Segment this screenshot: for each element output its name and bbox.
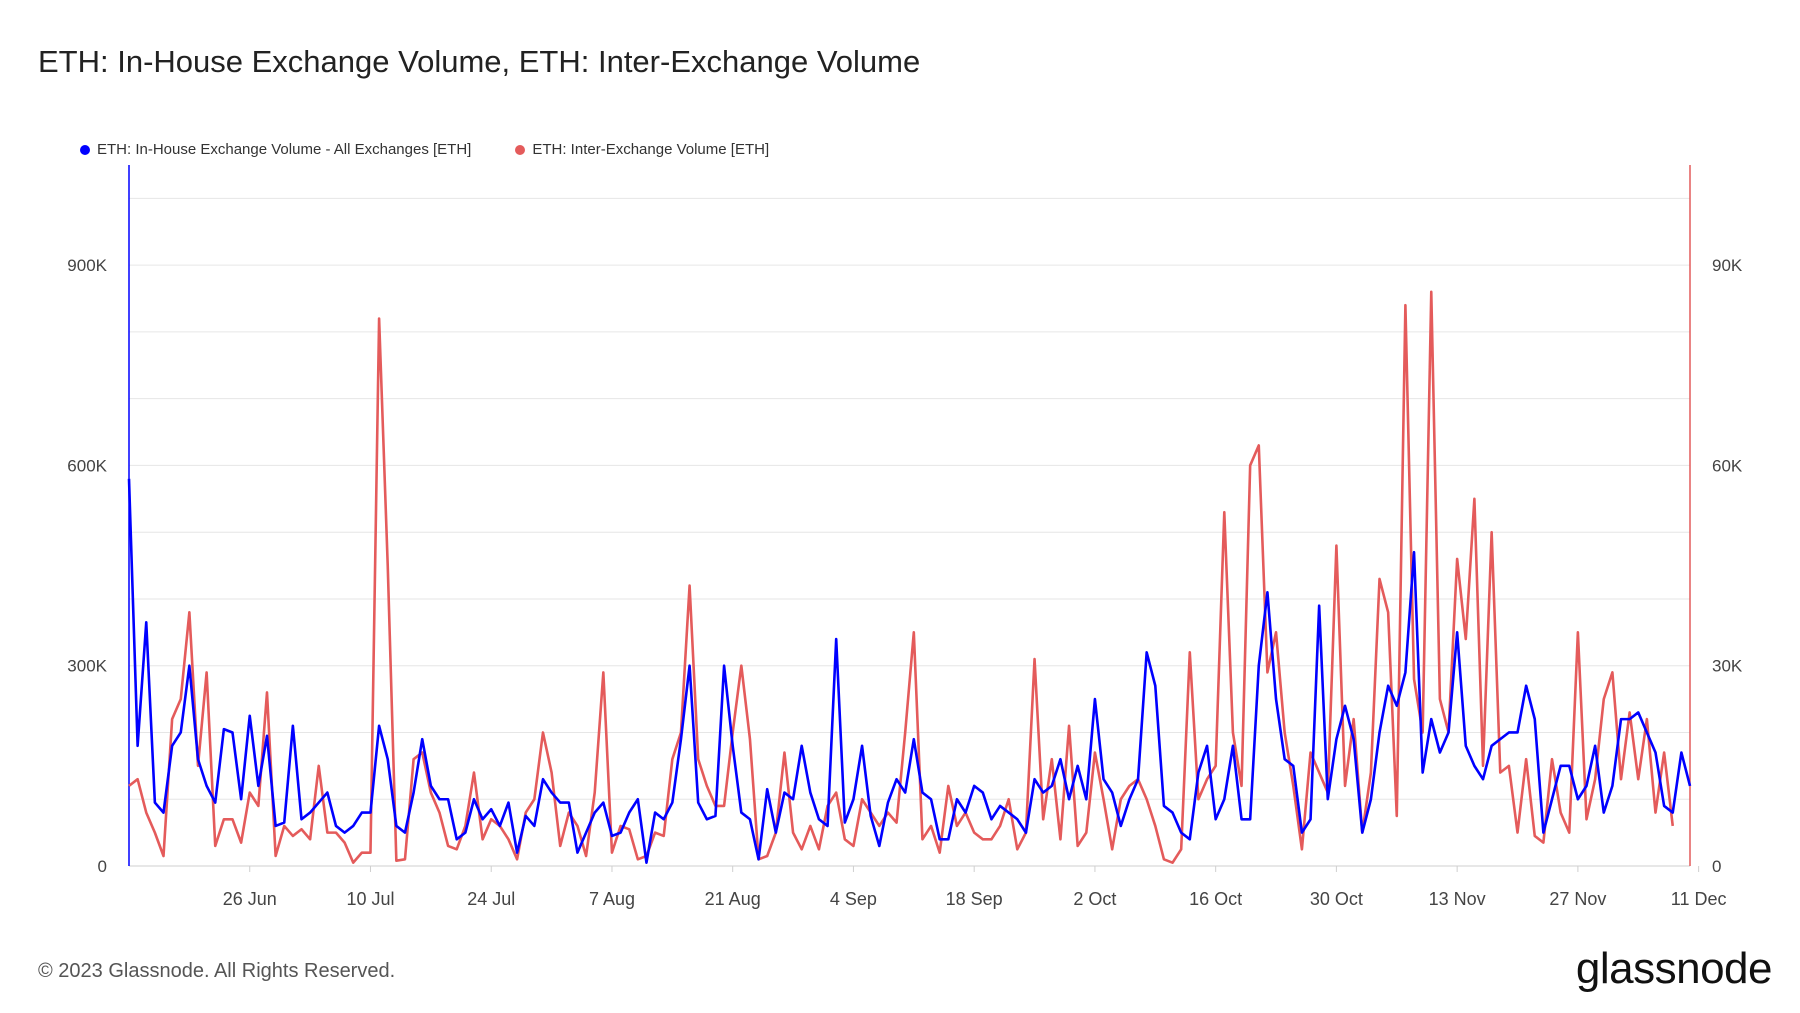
- y-left-tick-label: 900K: [67, 256, 107, 275]
- y-right-tick-label: 30K: [1712, 657, 1743, 676]
- x-tick-label: 27 Nov: [1549, 889, 1606, 909]
- x-tick-label: 7 Aug: [589, 889, 635, 909]
- x-tick-label: 16 Oct: [1189, 889, 1242, 909]
- x-tick-label: 24 Jul: [467, 889, 515, 909]
- chart-title: ETH: In-House Exchange Volume, ETH: Inte…: [38, 44, 921, 79]
- x-tick-label: 18 Sep: [946, 889, 1003, 909]
- series-line-in-house: [127, 478, 1692, 864]
- y-left-tick-label: 600K: [67, 456, 107, 475]
- x-tick-label: 11 Dec: [1671, 889, 1727, 909]
- x-tick-label: 2 Oct: [1073, 889, 1116, 909]
- legend-dot-in-house: [80, 144, 90, 155]
- x-tick-label: 10 Jul: [346, 889, 394, 909]
- glassnode-logo: glassnode: [1575, 944, 1773, 993]
- y-right-tick-label: 90K: [1712, 256, 1743, 275]
- y-right-tick-label: 60K: [1712, 456, 1743, 475]
- legend-label-inter-exchange: ETH: Inter-Exchange Volume [ETH]: [532, 141, 770, 158]
- legend: ETH: In-House Exchange Volume - All Exch…: [80, 141, 769, 158]
- legend-item-in-house[interactable]: ETH: In-House Exchange Volume - All Exch…: [80, 141, 471, 158]
- legend-item-inter-exchange[interactable]: ETH: Inter-Exchange Volume [ETH]: [515, 141, 769, 158]
- y-left-tick-label: 300K: [67, 657, 107, 676]
- copyright: © 2023 Glassnode. All Rights Reserved.: [38, 960, 396, 982]
- x-tick-label: 26 Jun: [223, 889, 277, 909]
- x-tick-label: 30 Oct: [1310, 889, 1363, 909]
- series-line-inter-exchange: [128, 290, 1675, 864]
- x-tick-label: 21 Aug: [705, 889, 761, 909]
- x-tick-label: 13 Nov: [1429, 889, 1486, 909]
- y-right-tick-label: 0: [1712, 857, 1721, 876]
- legend-label-in-house: ETH: In-House Exchange Volume - All Exch…: [97, 141, 472, 158]
- legend-dot-inter-exchange: [515, 144, 526, 155]
- y-left-tick-label: 0: [98, 857, 107, 876]
- x-tick-label: 4 Sep: [830, 889, 877, 909]
